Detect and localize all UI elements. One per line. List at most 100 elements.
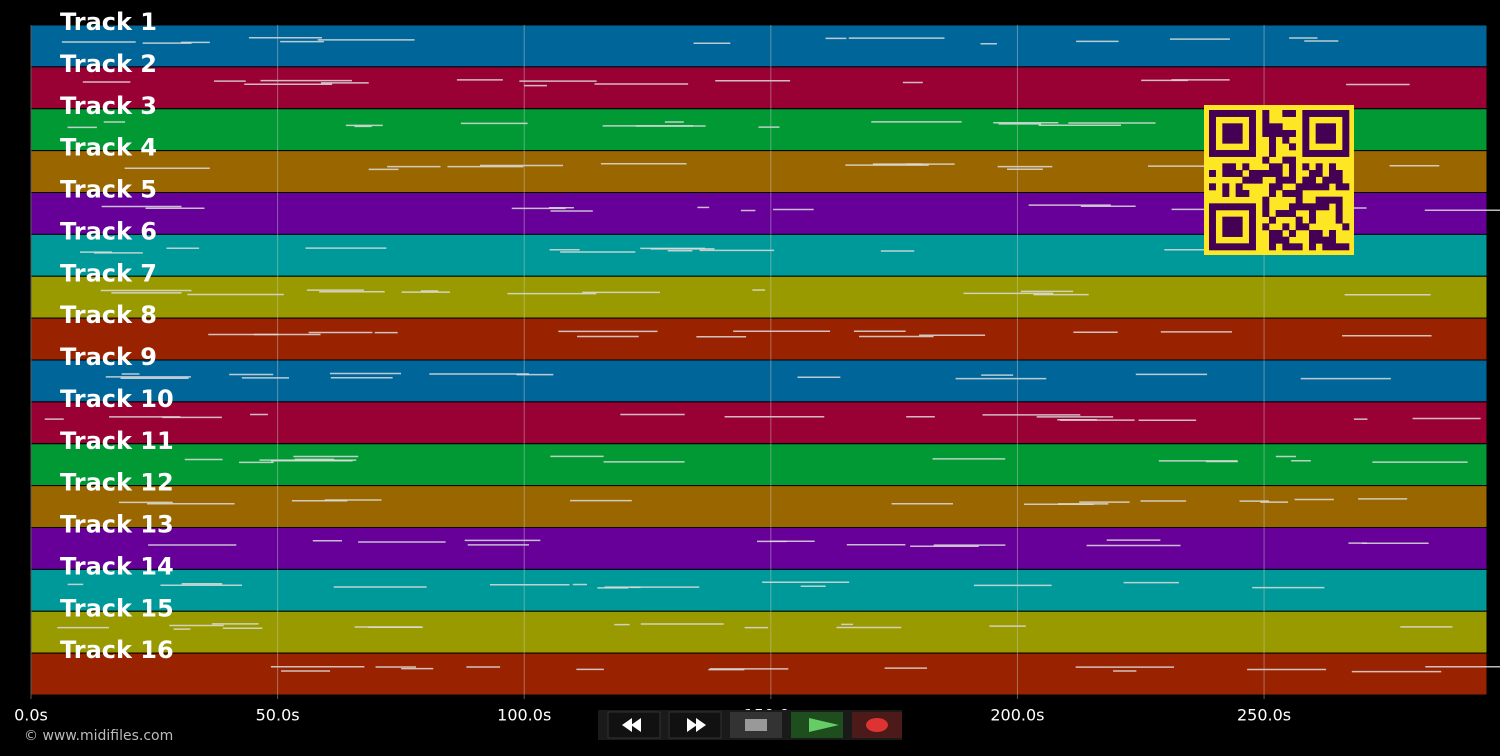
qr-module bbox=[1282, 156, 1290, 164]
qr-module bbox=[1229, 150, 1236, 157]
qr-module bbox=[1262, 223, 1270, 231]
qr-module bbox=[1275, 163, 1283, 171]
track-label: Track 5 bbox=[60, 176, 157, 204]
track-label: Track 2 bbox=[60, 50, 157, 78]
qr-module bbox=[1209, 183, 1216, 191]
qr-module bbox=[1249, 230, 1256, 237]
qr-module bbox=[1342, 223, 1350, 231]
track-lane bbox=[30, 24, 1488, 68]
stop-button[interactable] bbox=[730, 712, 782, 738]
qr-module bbox=[1222, 190, 1230, 197]
qr-module bbox=[1322, 130, 1330, 137]
record-button[interactable] bbox=[852, 712, 902, 738]
qr-module bbox=[1289, 176, 1296, 184]
qr-module bbox=[1242, 203, 1250, 211]
qr-module bbox=[1255, 176, 1263, 184]
qr-module bbox=[1209, 243, 1216, 251]
qr-module bbox=[1322, 123, 1330, 131]
record-icon bbox=[866, 718, 888, 732]
rewind-icon bbox=[622, 718, 641, 732]
qr-module bbox=[1309, 110, 1316, 117]
qr-module bbox=[1215, 203, 1223, 211]
track-lane bbox=[30, 485, 1488, 528]
qr-module bbox=[1282, 176, 1290, 184]
qr-module bbox=[1275, 170, 1283, 177]
qr-module bbox=[1235, 223, 1243, 231]
qr-module bbox=[1229, 170, 1236, 177]
x-tick-label: 100.0s bbox=[497, 706, 551, 725]
qr-module bbox=[1209, 223, 1216, 231]
track-lane bbox=[30, 275, 1488, 319]
qr-module bbox=[1235, 230, 1243, 237]
qr-module bbox=[1249, 223, 1256, 231]
qr-module bbox=[1335, 110, 1343, 117]
qr-module bbox=[1322, 243, 1330, 251]
qr-module bbox=[1302, 176, 1310, 184]
qr-module bbox=[1242, 163, 1250, 171]
qr-module bbox=[1229, 136, 1236, 144]
qr-module bbox=[1302, 203, 1310, 211]
qr-module bbox=[1329, 170, 1336, 177]
qr-module bbox=[1295, 196, 1303, 204]
qr-module bbox=[1222, 163, 1230, 171]
track-lane bbox=[30, 527, 1488, 570]
track-lane bbox=[30, 401, 1488, 445]
qr-module bbox=[1222, 150, 1230, 157]
qr-module bbox=[1282, 136, 1290, 144]
qr-module bbox=[1262, 130, 1270, 137]
labels: Track 1 Track 2 Track 3 Track 4 Track 5 Track… bbox=[60, 8, 174, 664]
qr-module bbox=[1322, 196, 1330, 204]
stop-icon bbox=[745, 719, 767, 731]
track-label: Track 7 bbox=[60, 259, 157, 287]
qr-module bbox=[1235, 190, 1243, 197]
qr-module bbox=[1309, 236, 1316, 244]
rewind-button[interactable] bbox=[607, 711, 661, 739]
qr-module bbox=[1302, 163, 1310, 171]
qr-module bbox=[1249, 143, 1256, 151]
qr-module bbox=[1309, 176, 1316, 184]
qr-module bbox=[1315, 196, 1323, 204]
qr-module bbox=[1282, 243, 1290, 251]
qr-module bbox=[1235, 136, 1243, 144]
qr-module bbox=[1322, 203, 1330, 211]
qr-module bbox=[1275, 183, 1283, 191]
qr-module bbox=[1242, 243, 1250, 251]
qr-module bbox=[1315, 150, 1323, 157]
qr-module bbox=[1282, 130, 1290, 137]
qr-module bbox=[1329, 230, 1336, 237]
qr-module bbox=[1309, 210, 1316, 217]
qr-module bbox=[1342, 243, 1350, 251]
qr-module bbox=[1302, 136, 1310, 144]
qr-module bbox=[1295, 223, 1303, 231]
track-label: Track 13 bbox=[60, 511, 174, 539]
qr-module bbox=[1235, 170, 1243, 177]
qr-module bbox=[1209, 236, 1216, 244]
qr-module bbox=[1335, 183, 1343, 191]
qr-module bbox=[1315, 130, 1323, 137]
qr-module bbox=[1229, 216, 1236, 224]
qr-module bbox=[1215, 243, 1223, 251]
qr-module bbox=[1242, 176, 1250, 184]
qr-module bbox=[1262, 210, 1270, 217]
qr-module bbox=[1289, 230, 1296, 237]
qr-module bbox=[1222, 216, 1230, 224]
forward-button[interactable] bbox=[668, 711, 722, 739]
track-lane bbox=[30, 359, 1488, 403]
forward-icon bbox=[687, 718, 706, 732]
qr-module bbox=[1242, 150, 1250, 157]
qr-module bbox=[1249, 236, 1256, 244]
qr-module bbox=[1209, 230, 1216, 237]
qr-module bbox=[1262, 170, 1270, 177]
qr-module bbox=[1249, 130, 1256, 137]
qr-module bbox=[1309, 183, 1316, 191]
qr-module bbox=[1249, 150, 1256, 157]
qr-module bbox=[1209, 123, 1216, 131]
qr-module bbox=[1289, 190, 1296, 197]
qr-module bbox=[1289, 143, 1296, 151]
qr-module bbox=[1315, 230, 1323, 237]
qr-module bbox=[1335, 210, 1343, 217]
qr-module bbox=[1229, 163, 1236, 171]
qr-module bbox=[1269, 216, 1276, 224]
play-button[interactable] bbox=[791, 712, 843, 738]
